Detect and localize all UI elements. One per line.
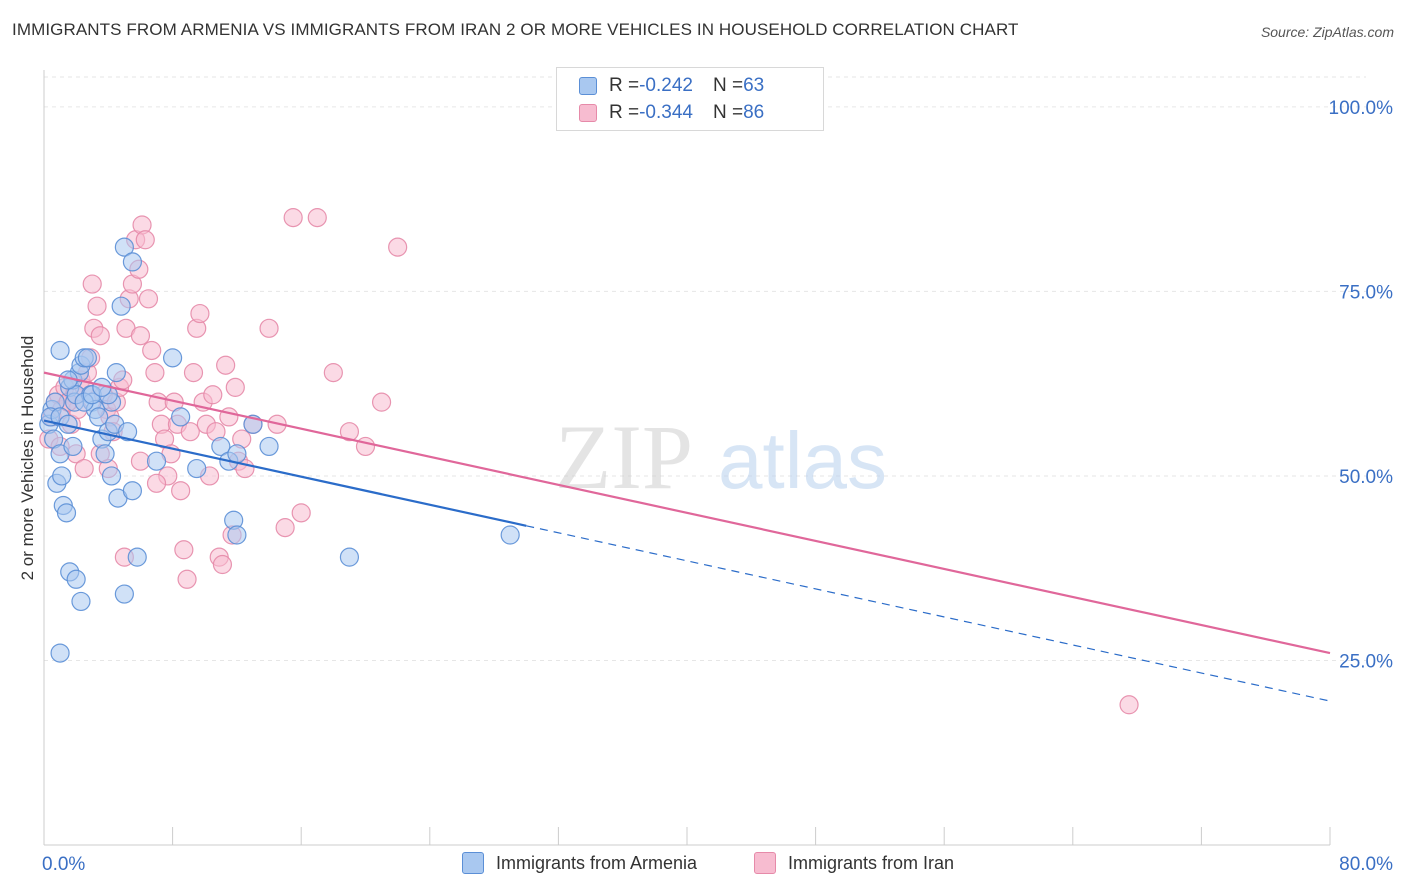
armenia-point (259, 436, 279, 457)
iran-point (190, 303, 210, 324)
iran-point (145, 363, 165, 383)
armenia-point (117, 422, 138, 442)
iran-point (216, 355, 236, 375)
legend-item-iran: Immigrants from Iran (754, 852, 954, 874)
stats-legend-row-iran: R = -0.344 N = 86 (579, 101, 764, 125)
iran-point (323, 363, 343, 383)
chart-title: IMMIGRANTS FROM ARMENIA VS IMMIGRANTS FR… (12, 20, 1019, 39)
armenia-point (66, 569, 86, 589)
armenia-point (146, 451, 167, 471)
armenia-point (339, 547, 360, 567)
legend-label-iran: Immigrants from Iran (788, 852, 955, 873)
stats-legend-row-armenia: R = -0.242 N = 63 (579, 74, 764, 98)
armenia-point (500, 525, 520, 545)
x-tick-label: 80.0% (1339, 854, 1393, 875)
armenia-point (211, 436, 231, 457)
stats-legend: R = -0.242 N = 63 R = -0.344 N = 86 (556, 67, 824, 131)
iran-point (74, 458, 94, 479)
iran-point (225, 377, 245, 397)
n-label: N = (712, 102, 744, 123)
armenia-point (227, 525, 247, 545)
armenia-point (101, 466, 122, 486)
armenia-point (71, 591, 91, 612)
iran-point (174, 540, 194, 560)
armenia-point (106, 363, 126, 383)
armenia-point (171, 407, 191, 427)
armenia-point (63, 436, 83, 457)
iran-point (371, 392, 392, 412)
armenia-point (114, 237, 134, 257)
iran-point (339, 422, 360, 442)
x-tick-label: 0.0% (42, 854, 85, 875)
n-value-armenia: 63 (743, 75, 765, 96)
iran-point (130, 326, 151, 346)
iran-point (283, 208, 303, 228)
n-label: N = (712, 75, 744, 96)
iran-point (1119, 695, 1139, 715)
iran-point (355, 436, 376, 457)
tick-labels: 25.0% 50.0% 75.0% 100.0% 0.0% 80.0% (42, 98, 1393, 875)
iran-point (146, 473, 167, 493)
iran-point (275, 518, 295, 538)
iran-point (291, 503, 311, 523)
armenia-point (52, 466, 72, 486)
armenia-point (89, 407, 109, 427)
iran-legend-swatch (754, 852, 776, 874)
armenia-point (114, 584, 134, 604)
armenia-point (95, 444, 115, 464)
y-tick-label: 50.0% (1339, 467, 1393, 488)
iran-point (142, 340, 162, 361)
armenia-point (187, 458, 207, 479)
iran-point (212, 554, 233, 575)
armenia-point (56, 503, 77, 523)
iran-point (259, 318, 279, 338)
armenia-point (122, 481, 143, 501)
iran-point (171, 481, 191, 501)
iran-swatch (579, 104, 597, 122)
armenia-point (77, 348, 98, 368)
legend-label-armenia: Immigrants from Armenia (496, 852, 698, 873)
iran-point (388, 237, 408, 257)
chart-source: Source: ZipAtlas.com (1260, 24, 1394, 40)
iran-point (183, 363, 204, 383)
armenia-point (122, 252, 143, 272)
legend-item-armenia: Immigrants from Armenia (462, 852, 697, 874)
armenia-legend-swatch (462, 852, 484, 874)
y-tick-label: 100.0% (1329, 98, 1394, 119)
n-value-iran: 86 (743, 102, 765, 123)
y-tick-label: 25.0% (1339, 651, 1393, 672)
armenia-point (227, 444, 247, 464)
armenia-trend-extension (526, 525, 1331, 702)
watermark-atlas: atlas (718, 416, 887, 505)
iran-point (177, 569, 197, 589)
iran-point (203, 385, 223, 405)
grid-lines (44, 76, 1366, 661)
y-tick-label: 75.0% (1339, 282, 1393, 303)
watermark: ZIP atlas (555, 406, 887, 508)
watermark-zip: ZIP (555, 406, 693, 508)
armenia-point (50, 340, 70, 361)
armenia-point (127, 547, 147, 567)
armenia-point (50, 643, 70, 663)
iran-point (307, 208, 327, 228)
iran-point (138, 289, 159, 309)
axes (43, 70, 1331, 846)
r-value-iran: -0.344 (639, 102, 693, 123)
iran-point (135, 230, 155, 250)
iran-point (130, 451, 151, 471)
armenia-swatch (579, 77, 597, 95)
iran-trend-line (43, 371, 1331, 655)
armenia-point (163, 348, 183, 368)
iran-point (180, 422, 200, 442)
armenia-trend-line (43, 419, 527, 527)
r-label: R = (609, 75, 640, 96)
iran-point (90, 326, 110, 346)
iran-point (82, 274, 102, 294)
r-value-armenia: -0.242 (639, 75, 693, 96)
iran-point (87, 296, 107, 316)
trend-lines (43, 371, 1331, 702)
r-label: R = (609, 102, 640, 123)
armenia-point (111, 296, 131, 316)
